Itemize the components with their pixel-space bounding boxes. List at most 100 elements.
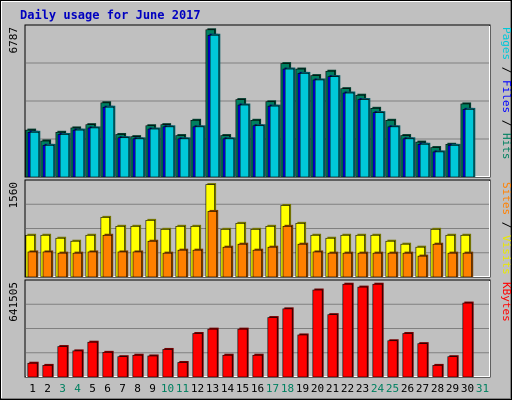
x-tick-label-day-18: 18 <box>281 382 294 395</box>
panel-hits-files-pages-legend-pages: Pages <box>500 27 512 60</box>
bar-pages-day-22 <box>344 91 356 178</box>
x-tick-label-day-9: 9 <box>149 382 156 395</box>
bar-pages-day-7-face <box>119 137 130 178</box>
bar-kbytes-day-20 <box>312 288 324 378</box>
bar-sites-day-26 <box>402 251 414 278</box>
bar-pages-day-1 <box>29 130 41 178</box>
bar-kbytes-day-25 <box>387 339 399 378</box>
bar-sites-day-24-face <box>372 252 382 278</box>
bar-pages-day-29-face <box>449 145 460 178</box>
x-tick-label-day-23: 23 <box>356 382 369 395</box>
bar-sites-day-4-face <box>72 252 82 278</box>
bar-sites-day-21 <box>327 251 339 278</box>
bar-sites-day-8 <box>132 250 144 278</box>
x-tick-label-day-31: 31 <box>476 382 489 395</box>
bar-kbytes-day-2-face <box>42 365 53 378</box>
bar-pages-day-23-face <box>359 99 370 178</box>
x-tick-label-day-4: 4 <box>74 382 81 395</box>
bar-kbytes-day-8 <box>132 353 144 378</box>
bar-kbytes-day-14-face <box>222 354 233 378</box>
bar-sites-day-15 <box>237 242 249 278</box>
bar-pages-day-12 <box>194 125 206 178</box>
x-tick-label-day-28: 28 <box>431 382 444 395</box>
bar-kbytes-day-10 <box>162 347 174 378</box>
bar-sites-day-22-face <box>342 252 352 278</box>
bar-sites-day-21-face <box>327 252 337 278</box>
panel-hits-files-pages-legend: Pages / Files / Hits <box>500 27 512 160</box>
x-tick-label-day-20: 20 <box>311 382 324 395</box>
bar-pages-day-10-face <box>164 126 175 178</box>
x-tick-label-day-19: 19 <box>296 382 309 395</box>
bar-sites-day-5 <box>87 250 99 278</box>
bar-pages-day-14-face <box>224 138 235 178</box>
bar-sites-day-7-face <box>117 251 127 278</box>
panel-hits-files-pages-max-label: 6787 <box>7 27 20 54</box>
bar-sites-day-30 <box>462 251 474 278</box>
panel-hits-files-pages: 6787 Pages / Files / Hits <box>7 24 512 178</box>
bar-kbytes-day-21-face <box>327 314 338 378</box>
bar-pages-day-13 <box>209 33 221 178</box>
bar-pages-day-20-face <box>314 79 325 178</box>
x-tick-label-day-11: 11 <box>176 382 189 395</box>
bar-sites-day-4 <box>72 251 84 278</box>
x-tick-label-day-14: 14 <box>221 382 235 395</box>
bar-sites-day-17-face <box>267 246 277 278</box>
bar-kbytes-day-21 <box>327 313 339 378</box>
bar-sites-day-3 <box>57 251 69 278</box>
bar-sites-day-1-face <box>27 251 37 278</box>
bar-pages-day-4 <box>74 128 86 178</box>
x-tick-label-day-29: 29 <box>446 382 459 395</box>
bar-sites-day-20 <box>312 250 324 278</box>
bar-pages-day-25 <box>389 125 401 178</box>
x-tick-label-day-5: 5 <box>89 382 96 395</box>
bar-pages-day-17-face <box>269 105 280 178</box>
panel-kbytes-max-label: 641505 <box>7 282 20 322</box>
bar-pages-day-26 <box>404 137 416 178</box>
bar-pages-day-24-face <box>374 112 385 178</box>
bar-sites-day-27 <box>417 254 429 278</box>
bar-pages-day-11 <box>179 137 191 178</box>
x-tick-label-day-3: 3 <box>59 382 66 395</box>
bar-pages-day-9 <box>149 127 161 178</box>
bar-sites-day-18 <box>282 224 294 278</box>
x-axis: 1 2 3 4 5 6 7 8 9 10 11 12 13 14 15 16 17 18 19 20 21 22 23 24 2… <box>29 382 489 395</box>
panel-hits-files-pages-legend-files: Files <box>500 80 512 113</box>
bar-pages-day-15 <box>239 103 251 178</box>
bar-sites-day-18-face <box>282 226 292 278</box>
bar-kbytes-day-13 <box>207 327 219 378</box>
bar-kbytes-day-11-face <box>177 362 188 378</box>
bar-sites-day-14-face <box>222 246 232 278</box>
bar-kbytes-day-17 <box>267 316 279 378</box>
x-tick-label-day-25: 25 <box>386 382 399 395</box>
bar-pages-day-14 <box>224 137 236 178</box>
bar-sites-day-9-face <box>147 240 157 278</box>
bar-pages-day-23 <box>359 98 371 178</box>
bar-sites-day-15-face <box>237 243 247 278</box>
x-tick-label-day-2: 2 <box>44 382 51 395</box>
x-tick-label-day-8: 8 <box>134 382 141 395</box>
bar-kbytes-day-27-face <box>417 343 428 378</box>
bar-kbytes-day-28-face <box>432 365 443 378</box>
bar-kbytes-day-22-face <box>342 283 353 378</box>
bar-sites-day-9 <box>147 239 159 278</box>
panel-visits-sites-legend-sites: Sites <box>500 182 512 215</box>
bar-sites-day-30-face <box>462 252 472 278</box>
bar-pages-day-5-face <box>89 127 100 178</box>
bar-sites-day-19-face <box>297 243 307 278</box>
x-tick-label-day-15: 15 <box>236 382 249 395</box>
bar-pages-day-15-face <box>239 104 250 178</box>
bar-sites-day-12 <box>192 248 204 278</box>
bar-kbytes-day-1-face <box>27 362 38 378</box>
bar-kbytes-day-17-face <box>267 317 278 378</box>
panel-visits-sites-legend-visits: Visits <box>500 235 512 275</box>
bar-kbytes-day-2 <box>42 363 54 378</box>
bar-kbytes-day-5 <box>87 340 99 378</box>
bar-kbytes-day-29-face <box>447 356 458 378</box>
bar-pages-day-17 <box>269 104 281 178</box>
bar-kbytes-day-18 <box>282 307 294 378</box>
bar-sites-day-23 <box>357 251 369 278</box>
panel-hits-files-pages-legend-/: / <box>500 113 512 133</box>
bar-sites-day-10 <box>162 251 174 278</box>
bar-pages-day-21 <box>329 75 341 178</box>
